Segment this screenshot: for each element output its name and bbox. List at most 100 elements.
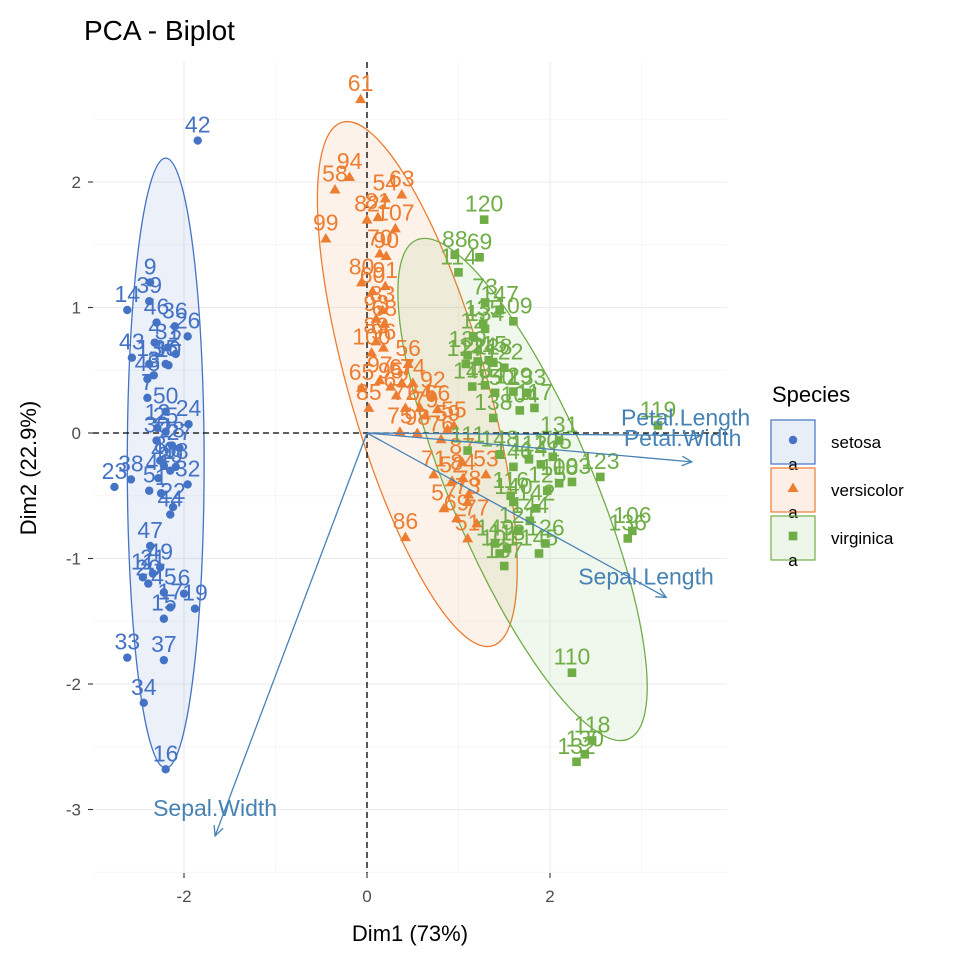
legend-letter-virginica: a <box>788 551 798 570</box>
point-label-73: 73 <box>455 473 481 499</box>
point-label-14: 14 <box>114 281 140 307</box>
point-setosa-33 <box>123 653 132 662</box>
point-label-115: 115 <box>470 331 507 357</box>
point-versicolor-91 <box>379 280 391 291</box>
point-label-29: 29 <box>157 442 183 468</box>
point-label-148: 148 <box>480 425 518 451</box>
point-versicolor-100 <box>366 347 378 357</box>
point-virginica-116 <box>506 491 515 501</box>
x-tick-label: 0 <box>362 887 371 906</box>
legend-label-virginica: virginica <box>831 529 894 548</box>
point-versicolor-98 <box>411 427 423 437</box>
arrow-Petal.Length <box>366 432 701 437</box>
point-versicolor-83 <box>377 304 389 315</box>
point-setosa-45 <box>159 588 169 597</box>
point-setosa-16 <box>161 765 170 774</box>
point-label-15: 15 <box>151 590 177 616</box>
point-label-2: 2 <box>169 325 182 351</box>
legend-marker-virginica <box>788 531 798 541</box>
variable-label-Petal.Width: Petal.Width <box>624 425 742 451</box>
point-label-145: 145 <box>520 524 558 550</box>
point-setosa-49 <box>156 563 165 572</box>
point-setosa-5 <box>145 486 154 495</box>
point-label-78: 78 <box>456 465 482 491</box>
point-setosa-39 <box>145 297 154 306</box>
data-points: 4291439463626431431334835210750241225302… <box>102 70 676 774</box>
point-label-64: 64 <box>407 379 433 405</box>
point-label-49: 49 <box>147 538 173 564</box>
point-label-125: 125 <box>528 462 566 488</box>
point-versicolor-80 <box>356 276 368 287</box>
point-setosa-32 <box>183 480 192 489</box>
point-label-126: 126 <box>526 514 564 540</box>
point-versicolor-93 <box>370 313 382 323</box>
point-virginica-126 <box>541 539 550 548</box>
point-label-54: 54 <box>373 169 399 195</box>
arrowhead-Petal.Length <box>690 430 703 441</box>
point-versicolor-58 <box>329 184 341 194</box>
arrowhead-Petal.Width <box>681 455 694 467</box>
point-virginica-108 <box>554 478 564 488</box>
point-versicolor-71 <box>428 468 440 479</box>
point-label-37: 37 <box>151 631 177 657</box>
variable-label-Sepal.Length: Sepal.Length <box>578 563 714 589</box>
point-label-59: 59 <box>435 400 461 426</box>
point-virginica-112 <box>524 455 534 464</box>
y-tick-label: -1 <box>66 550 81 569</box>
point-label-28: 28 <box>159 417 185 443</box>
point-label-131: 131 <box>540 412 578 438</box>
point-setosa-26 <box>183 332 192 341</box>
point-label-1: 1 <box>155 464 168 490</box>
x-tick-label: 2 <box>545 887 554 906</box>
point-label-66: 66 <box>425 380 451 406</box>
point-versicolor-67 <box>396 377 408 387</box>
point-versicolor-85 <box>363 402 375 412</box>
point-virginica-135 <box>478 319 488 329</box>
point-versicolor-89 <box>370 335 382 346</box>
point-label-76: 76 <box>428 410 454 436</box>
point-label-99: 99 <box>313 209 339 235</box>
point-setosa-17 <box>166 603 175 612</box>
point-label-94: 94 <box>337 148 363 174</box>
point-setosa-47 <box>145 541 155 551</box>
point-virginica-124 <box>473 357 483 366</box>
point-virginica-73 <box>480 298 490 307</box>
point-virginica-113 <box>502 544 512 553</box>
point-label-136: 136 <box>609 509 647 535</box>
point-label-80: 80 <box>349 253 375 279</box>
arrowhead-Sepal.Width <box>213 824 224 838</box>
point-setosa-9 <box>145 278 155 287</box>
point-versicolor-54 <box>379 192 391 203</box>
point-virginica-115 <box>484 355 493 365</box>
point-label-120: 120 <box>465 191 503 217</box>
point-label-70: 70 <box>367 225 393 251</box>
point-label-36: 36 <box>162 297 188 323</box>
point-versicolor-55 <box>448 419 460 430</box>
point-virginica-139 <box>463 350 472 360</box>
legend-letter-setosa: a <box>788 455 798 474</box>
point-virginica-127 <box>461 359 471 369</box>
point-label-118: 118 <box>574 711 611 737</box>
point-versicolor-56 <box>402 358 414 368</box>
point-label-23: 23 <box>102 458 128 484</box>
point-virginica-146 <box>509 462 518 472</box>
point-versicolor-79 <box>420 409 432 420</box>
point-setosa-30 <box>152 436 161 445</box>
point-label-58: 58 <box>322 161 348 187</box>
point-label-82: 82 <box>354 191 380 217</box>
point-label-61: 61 <box>348 70 374 96</box>
point-label-117: 117 <box>516 379 553 405</box>
point-virginica-132 <box>572 757 581 767</box>
point-virginica-106 <box>628 526 637 536</box>
point-versicolor-59 <box>442 423 454 434</box>
point-label-132: 132 <box>557 733 595 759</box>
point-label-12: 12 <box>460 307 486 333</box>
point-versicolor-72 <box>399 402 411 412</box>
point-label-144: 144 <box>511 492 550 518</box>
point-setosa-3 <box>149 371 159 380</box>
point-virginica-142 <box>531 504 541 513</box>
point-setosa-38 <box>126 475 136 484</box>
y-tick-label: 1 <box>72 299 81 318</box>
point-label-133: 133 <box>508 364 546 390</box>
point-setosa-6 <box>179 589 189 598</box>
